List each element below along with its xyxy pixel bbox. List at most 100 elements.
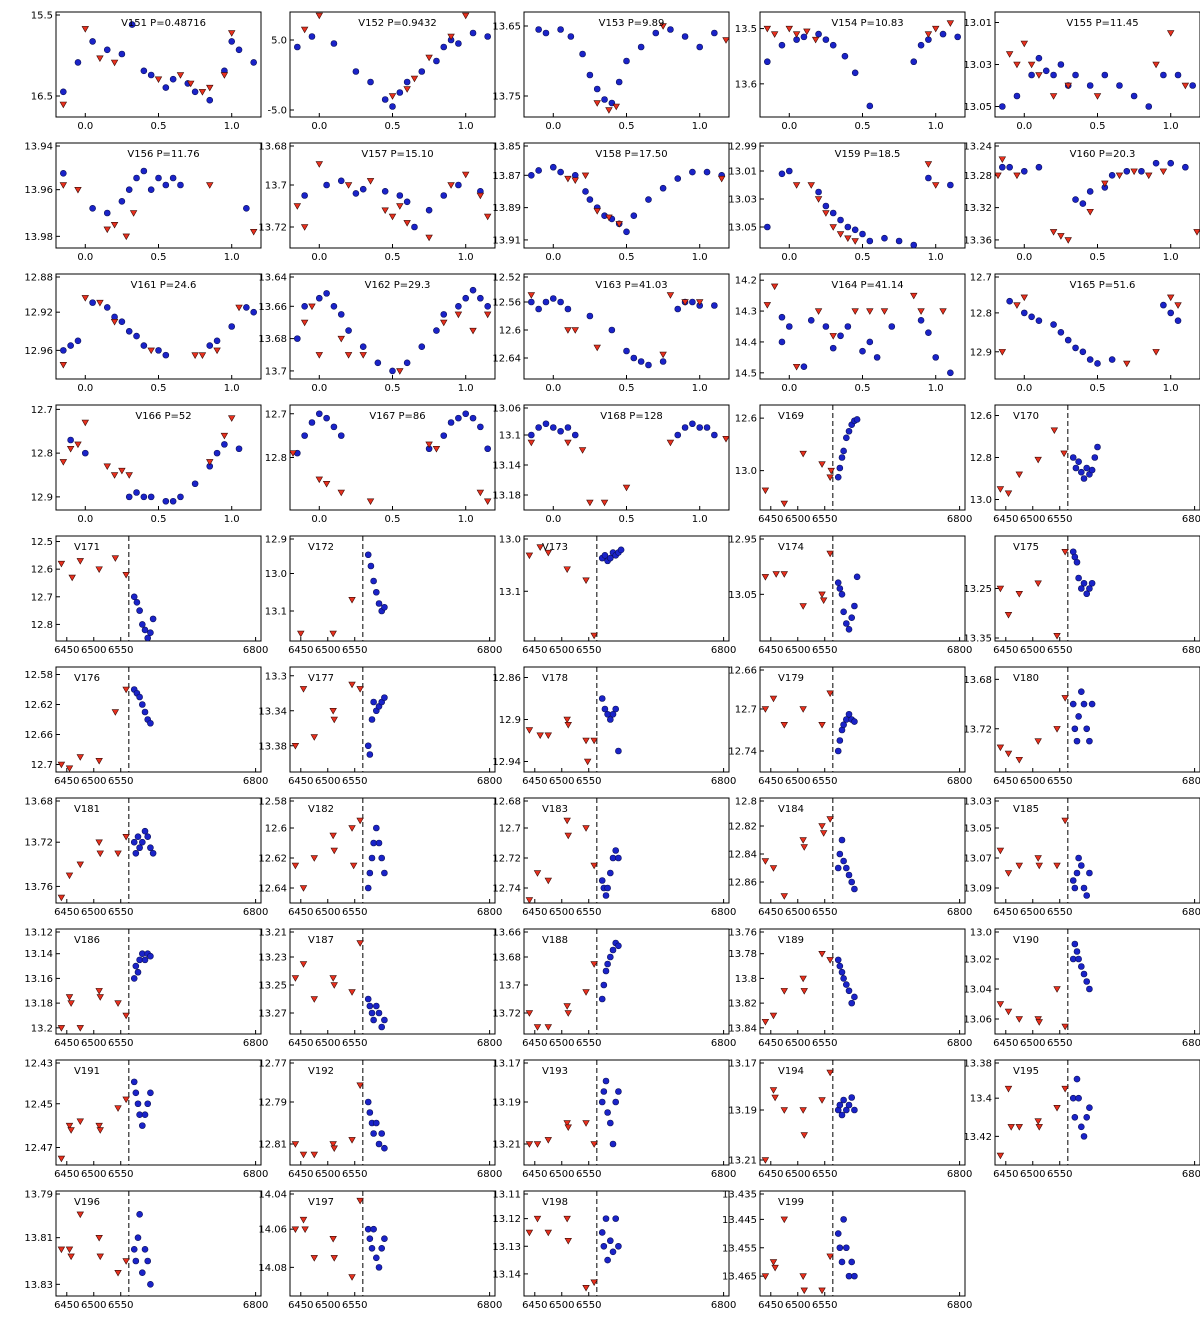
data-point-red — [564, 327, 572, 334]
data-point-red — [615, 221, 623, 228]
data-point-red — [590, 862, 598, 870]
data-point-red — [1027, 61, 1036, 69]
data-point-red — [300, 26, 309, 34]
data-point-red — [348, 681, 356, 689]
x-tick-label: 6550 — [1047, 1038, 1072, 1049]
data-point-blue — [147, 71, 155, 79]
y-tick-label: 12.62 — [258, 854, 287, 865]
data-point-red — [454, 311, 463, 319]
data-point-red — [1015, 591, 1023, 598]
data-point-blue — [1072, 464, 1080, 472]
data-point-red — [769, 865, 778, 872]
data-point-red — [1020, 40, 1029, 48]
data-point-blue — [598, 877, 606, 884]
x-tick-label: 6450 — [288, 1300, 313, 1311]
data-point-blue — [1069, 454, 1077, 461]
data-point-blue — [602, 967, 610, 975]
y-tick-label: 13.72 — [492, 1009, 521, 1020]
y-tick-label: 13.14 — [492, 461, 521, 472]
data-point-red — [67, 1253, 75, 1261]
data-point-blue — [1035, 163, 1043, 171]
data-point-red — [291, 975, 300, 982]
x-tick-label: 6500 — [81, 1038, 106, 1049]
data-point-red — [220, 432, 229, 440]
y-tick-label: 13.05 — [963, 824, 992, 835]
x-tick-label: 0.0 — [545, 121, 561, 132]
data-point-red — [110, 221, 119, 229]
data-point-red — [1123, 360, 1131, 368]
data-point-red — [780, 1216, 788, 1224]
data-point-red — [366, 178, 375, 185]
y-tick-label: 13.13 — [492, 1242, 521, 1253]
x-tick-label: 6550 — [1047, 907, 1072, 918]
data-point-red — [1061, 549, 1069, 556]
data-point-red — [818, 951, 826, 958]
data-point-red — [76, 861, 84, 869]
data-point-red — [799, 603, 807, 610]
data-point-red — [800, 1132, 808, 1139]
data-point-blue — [602, 1077, 610, 1085]
data-point-blue — [144, 833, 152, 840]
data-point-red — [95, 758, 103, 765]
data-point-blue — [607, 554, 614, 562]
data-point-blue — [600, 1088, 608, 1095]
data-point-red — [76, 1118, 84, 1126]
panel-title: V154 P=10.83 — [831, 18, 903, 29]
data-point-blue — [600, 981, 608, 989]
y-tick-label: 13.83 — [24, 1280, 53, 1291]
x-tick-label: 0.5 — [619, 514, 635, 525]
data-point-red — [564, 1238, 572, 1245]
x-tick-label: 6800 — [711, 907, 736, 918]
data-point-blue — [1035, 54, 1043, 62]
data-point-red — [356, 817, 364, 825]
data-point-red — [799, 1273, 807, 1280]
data-point-red — [299, 961, 308, 968]
data-point-red — [59, 101, 68, 109]
light-curve-panel: 6450 6500 6550 6800 12.9 13.0 13.1 V172 — [265, 535, 503, 657]
light-curve-panel: 0.0 0.5 1.0 13.64 13.66 13.68 13.7 V162 P=29.3 — [258, 273, 496, 394]
data-point-red — [564, 1010, 572, 1017]
data-point-red — [564, 439, 572, 447]
data-point-red — [866, 308, 874, 315]
x-tick-label: 1.0 — [692, 514, 708, 525]
y-tick-label: 14.2 — [735, 276, 757, 287]
data-point-red — [1053, 633, 1061, 640]
y-tick-label: 14.5 — [735, 368, 757, 379]
panel-frame — [55, 404, 262, 511]
data-point-red — [807, 182, 815, 189]
panel-title: V185 — [1013, 804, 1039, 815]
data-point-blue — [368, 854, 376, 862]
x-tick-label: 6450 — [54, 1300, 79, 1311]
x-tick-label: 6800 — [1182, 1038, 1200, 1049]
x-tick-label: 6800 — [477, 1038, 502, 1049]
y-tick-label: 12.62 — [24, 700, 53, 711]
x-tick-label: 6550 — [576, 1038, 601, 1049]
data-point-red — [826, 816, 834, 823]
x-tick-label: 0.0 — [545, 252, 561, 263]
x-tick-label: 6550 — [812, 1300, 837, 1311]
light-curve-panel: 0.0 0.5 1.0 12.99 13.01 13.03 13.05 V159 P=18.5 — [728, 142, 966, 263]
y-tick-label: 12.66 — [24, 730, 53, 741]
data-point-red — [818, 722, 826, 729]
x-tick-label: 6550 — [1047, 645, 1072, 656]
data-point-red — [582, 737, 590, 745]
data-point-blue — [604, 960, 611, 968]
data-point-blue — [147, 719, 154, 727]
data-point-blue — [689, 168, 696, 176]
data-point-red — [329, 975, 337, 982]
data-point-blue — [373, 588, 380, 596]
data-point-red — [593, 100, 601, 107]
data-point-blue — [375, 600, 383, 607]
x-tick-label: 6450 — [522, 1038, 547, 1049]
data-point-red — [337, 489, 345, 497]
data-point-blue — [1086, 869, 1093, 877]
data-point-red — [1004, 1085, 1013, 1093]
data-point-red — [81, 26, 90, 33]
data-point-red — [356, 1197, 364, 1205]
panel-frame — [55, 666, 262, 773]
data-point-blue — [925, 174, 932, 182]
data-point-blue — [528, 172, 535, 179]
y-tick-label: 13.68 — [258, 142, 287, 153]
y-tick-label: 13.42 — [963, 1132, 992, 1143]
y-tick-label: 5.0 — [271, 36, 287, 47]
